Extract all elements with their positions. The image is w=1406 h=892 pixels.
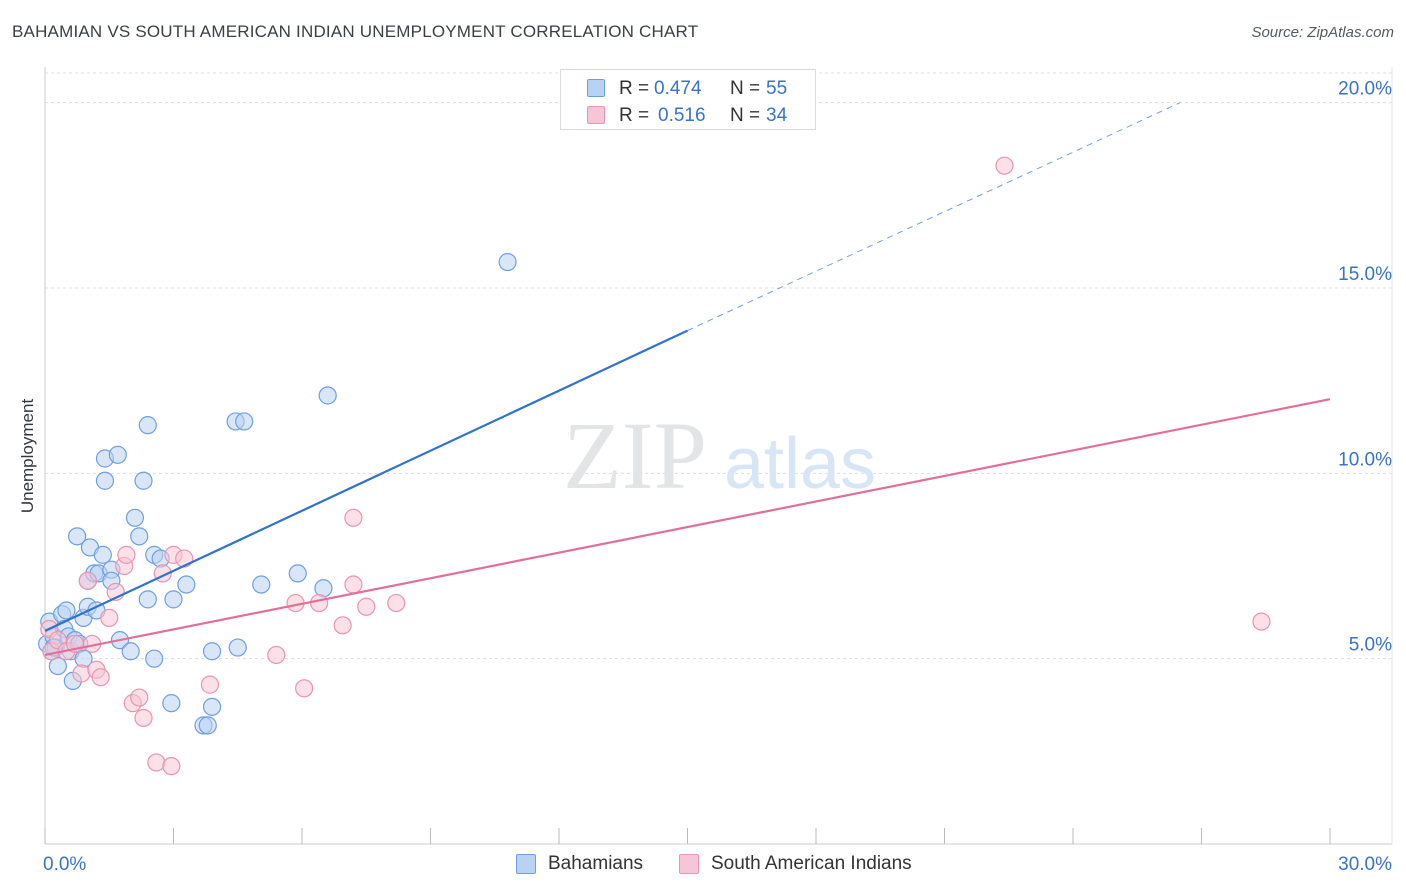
data-point <box>147 753 166 772</box>
data-point <box>134 708 153 728</box>
data-point <box>117 545 136 564</box>
data-point <box>121 642 140 661</box>
data-point <box>72 664 91 683</box>
tick-label-layer: 5.0% 10.0% 15.0% 20.0% 0.0% 30.0% <box>43 79 1392 875</box>
data-point <box>995 156 1014 175</box>
data-point <box>100 608 119 627</box>
data-point <box>318 386 337 405</box>
data-point <box>202 642 222 661</box>
legend-r-label: R = <box>619 78 650 99</box>
series-swatch-blue <box>516 854 536 874</box>
data-point <box>134 471 153 490</box>
data-point <box>200 675 220 694</box>
y-tick-label: 20.0% <box>1338 79 1392 100</box>
data-point <box>344 575 363 594</box>
data-point <box>252 575 271 594</box>
x-tick-label: 0.0% <box>43 854 86 875</box>
series-south-american-indians <box>40 156 1271 776</box>
legend-r-value: 0.474 <box>654 78 702 99</box>
data-point <box>91 668 110 687</box>
points-layer <box>38 156 1271 776</box>
y-tick-label: 5.0% <box>1349 635 1392 656</box>
data-point <box>130 527 149 546</box>
data-point <box>344 508 363 527</box>
data-point <box>357 597 376 616</box>
trend-line-pink <box>44 398 1331 657</box>
legend-r-value: 0.516 <box>658 105 706 126</box>
chart-source: Source: ZipAtlas.com <box>1251 24 1394 41</box>
data-point <box>78 571 97 590</box>
data-point <box>68 527 87 546</box>
data-point <box>267 645 286 665</box>
series-label: South American Indians <box>711 853 912 874</box>
data-point <box>138 416 157 435</box>
legend-n-value: 55 <box>766 78 788 99</box>
series-legend: Bahamians South American Indians <box>0 852 1406 878</box>
y-tick-label: 15.0% <box>1338 264 1392 285</box>
data-point <box>1252 612 1271 631</box>
y-tick-label: 10.0% <box>1338 449 1392 470</box>
legend-n-label: N = <box>730 105 761 126</box>
series-label: Bahamians <box>548 853 644 874</box>
chart-title: BAHAMIAN VS SOUTH AMERICAN INDIAN UNEMPL… <box>12 22 699 41</box>
data-point <box>177 575 196 594</box>
data-point <box>162 694 181 713</box>
series-bahamians <box>38 252 517 735</box>
legend-n-label: N = <box>730 78 761 99</box>
data-point <box>93 545 112 564</box>
data-point <box>95 471 115 490</box>
data-point <box>202 697 222 716</box>
data-point <box>162 757 181 776</box>
data-point <box>295 679 314 698</box>
legend-swatch-pink <box>587 106 605 124</box>
data-point <box>145 649 164 668</box>
watermark: ZIP atlas <box>563 402 876 509</box>
data-point <box>130 688 149 707</box>
watermark-zip: ZIP <box>563 402 707 509</box>
data-point <box>138 590 157 609</box>
trend-line-extension-blue <box>687 102 1181 332</box>
data-point <box>228 638 247 657</box>
data-point <box>387 593 406 613</box>
data-point <box>125 508 145 527</box>
legend: R = 0.474 N = 55 R = 0.516 N = 34 <box>560 69 816 130</box>
watermark-atlas: atlas <box>724 424 876 504</box>
data-point <box>108 445 127 464</box>
data-point <box>164 590 183 609</box>
data-point <box>57 601 76 620</box>
data-point <box>198 716 217 735</box>
legend-n-value: 34 <box>766 105 788 126</box>
legend-r-label: R = <box>619 105 650 126</box>
grid-layer <box>45 72 1392 660</box>
data-point <box>175 549 194 568</box>
series-swatch-pink <box>679 854 699 874</box>
data-point <box>288 564 307 583</box>
trend-layer <box>44 102 1331 657</box>
data-point <box>235 412 254 431</box>
axis-layer <box>44 67 1393 845</box>
data-point <box>498 252 517 272</box>
trend-line-blue <box>44 329 688 632</box>
data-point <box>333 616 352 635</box>
legend-swatch-blue <box>587 79 605 97</box>
data-point <box>310 593 329 613</box>
x-tick-label: 30.0% <box>1338 854 1392 875</box>
